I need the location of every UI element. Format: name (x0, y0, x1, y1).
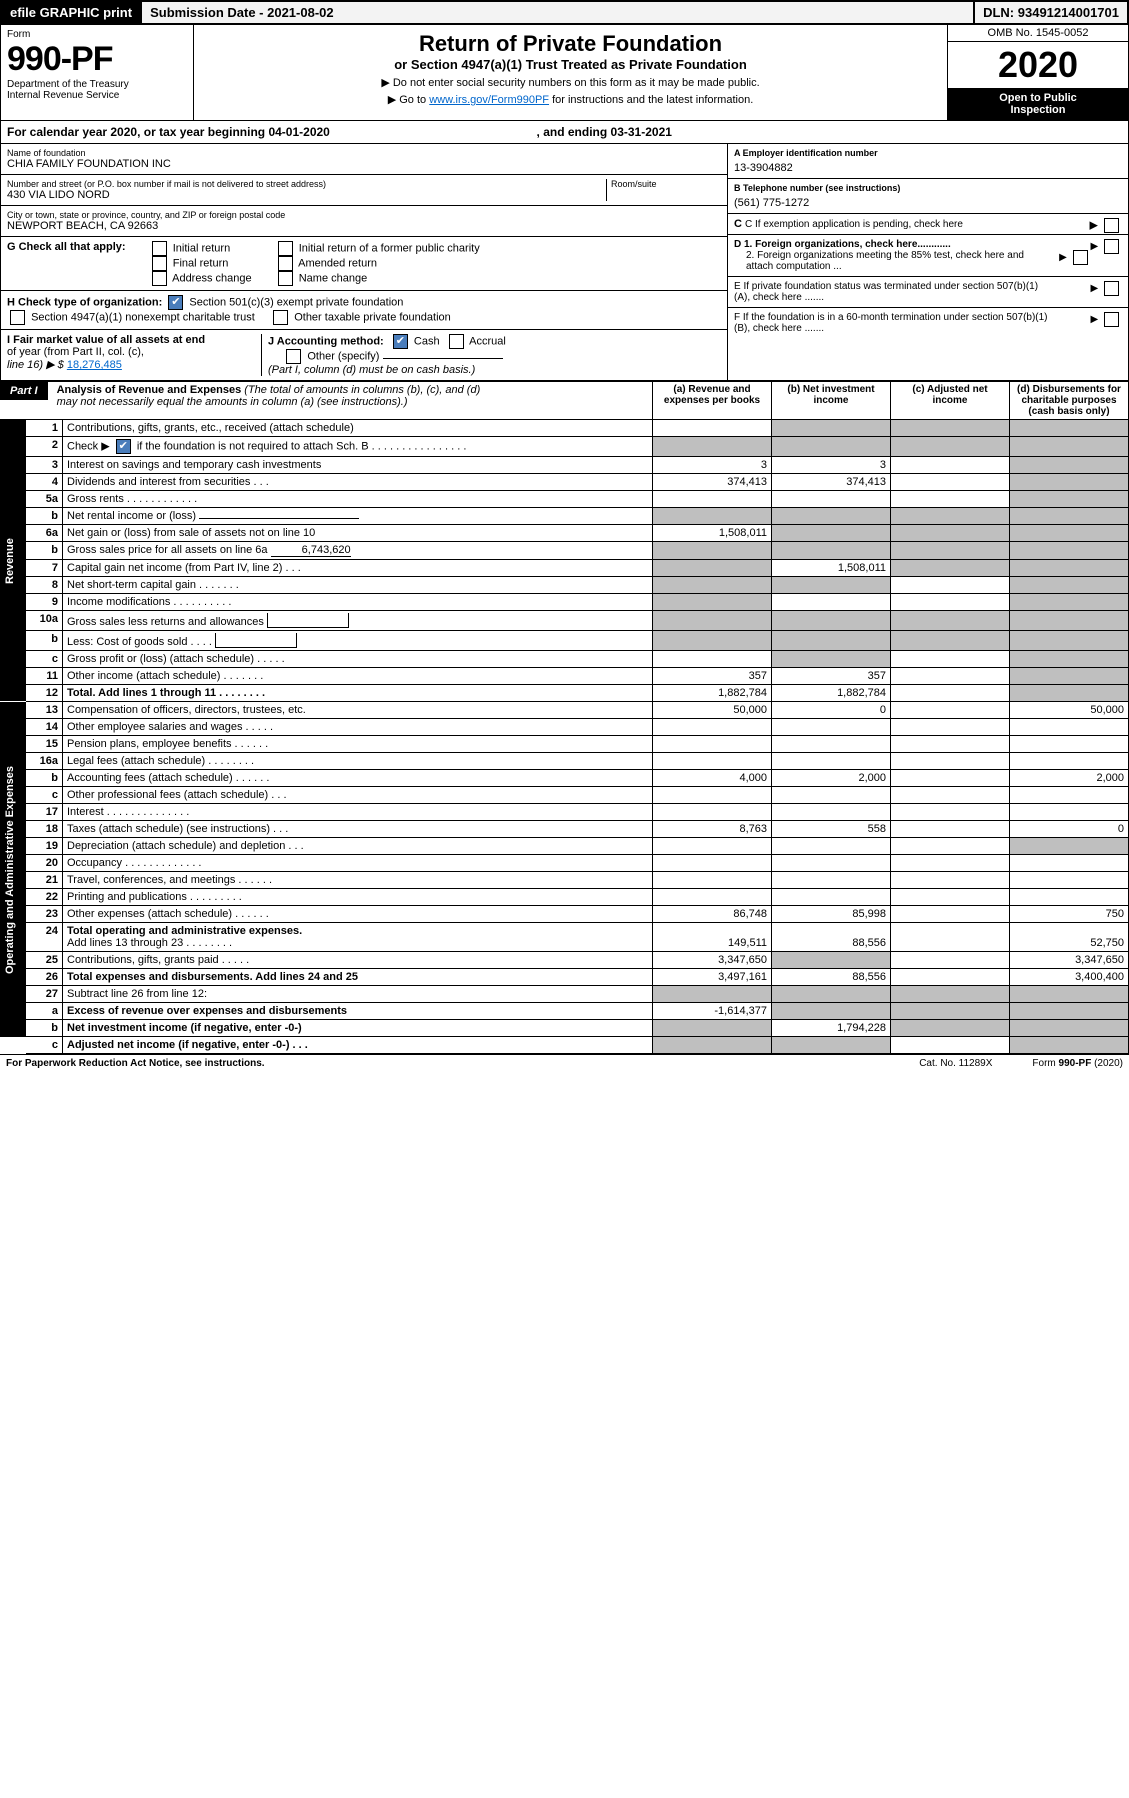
top-bar: efile GRAPHIC print Submission Date - 20… (0, 0, 1129, 25)
submission-date: Submission Date - 2021-08-02 (140, 2, 342, 23)
initial-return-checkbox[interactable] (152, 241, 167, 256)
accrual-checkbox[interactable] (449, 334, 464, 349)
address-change-checkbox[interactable] (152, 271, 167, 286)
instructions-link[interactable]: www.irs.gov/Form990PF (429, 94, 549, 106)
4947a1-checkbox[interactable] (10, 310, 25, 325)
efile-print: efile GRAPHIC print (2, 2, 140, 23)
amended-return-checkbox[interactable] (278, 256, 293, 271)
fmv-cell: I Fair market value of all assets at end… (7, 334, 262, 376)
revenue-side-label: Revenue (0, 420, 26, 702)
cash-checkbox[interactable] (393, 334, 408, 349)
d2-checkbox[interactable] (1073, 250, 1088, 265)
name-change-checkbox[interactable] (278, 271, 293, 286)
other-taxable-checkbox[interactable] (273, 310, 288, 325)
schb-checkbox[interactable] (116, 439, 131, 454)
dln: DLN: 93491214001701 (973, 2, 1127, 23)
other-method-checkbox[interactable] (286, 349, 301, 364)
form-header: Form 990-PF Department of the Treasury I… (0, 25, 1129, 121)
h-check-row: H Check type of organization: Section 50… (1, 291, 727, 330)
page-footer: For Paperwork Reduction Act Notice, see … (0, 1054, 1129, 1072)
foundation-name-cell: Name of foundation CHIA FAMILY FOUNDATIO… (1, 144, 727, 175)
tax-year-row: For calendar year 2020, or tax year begi… (0, 121, 1129, 144)
f-checkbox[interactable] (1104, 312, 1119, 327)
d1-checkbox[interactable] (1104, 239, 1119, 254)
c-checkbox[interactable] (1104, 218, 1119, 233)
former-charity-checkbox[interactable] (278, 241, 293, 256)
g-check-row: G Check all that apply: Initial return F… (1, 237, 727, 291)
501c3-checkbox[interactable] (168, 295, 183, 310)
form-year-box: OMB No. 1545-0052 2020 Open to PublicIns… (947, 25, 1128, 120)
form-id-box: Form 990-PF Department of the Treasury I… (1, 25, 194, 120)
e-checkbox[interactable] (1104, 281, 1119, 296)
opex-side-label: Operating and Administrative Expenses (0, 702, 26, 1037)
part1-table: Part I Analysis of Revenue and Expenses … (0, 381, 1129, 1054)
part1-label: Part I (0, 382, 48, 400)
identity-box: Name of foundation CHIA FAMILY FOUNDATIO… (0, 144, 1129, 381)
final-return-checkbox[interactable] (152, 256, 167, 271)
j-accounting-cell: J Accounting method: Cash Accrual Other … (262, 334, 721, 376)
form-title-box: Return of Private Foundation or Section … (194, 25, 947, 120)
fmv-link[interactable]: 18,276,485 (67, 359, 122, 371)
